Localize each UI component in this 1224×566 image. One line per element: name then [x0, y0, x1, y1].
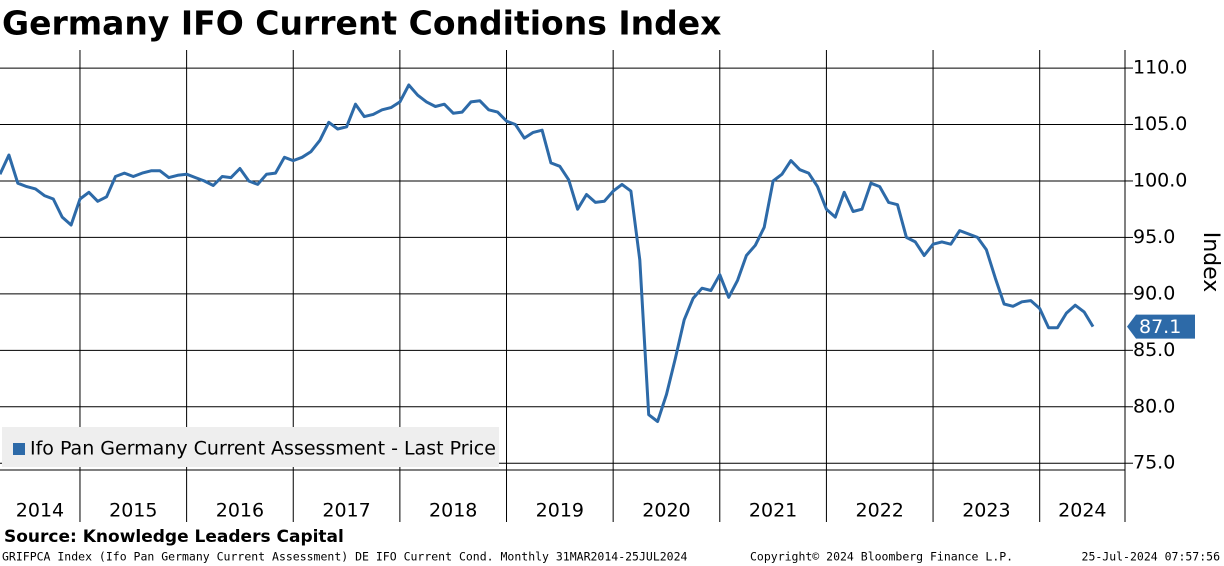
- x-tick-label: 2021: [749, 500, 797, 522]
- source: Source: Knowledge Leaders Capital: [4, 527, 344, 547]
- chart-title: Germany IFO Current Conditions Index: [2, 4, 721, 43]
- last-value-label: 87.1: [1139, 316, 1181, 338]
- y-tick-label: 95.0: [1133, 226, 1175, 248]
- y-tick-label: 75.0: [1133, 452, 1175, 474]
- y-tick-label: 90.0: [1133, 282, 1175, 304]
- legend-swatch: [13, 443, 25, 455]
- x-tick-label: 2014: [16, 500, 64, 522]
- x-tick-label: 2016: [216, 500, 264, 522]
- x-tick-label: 2015: [109, 500, 157, 522]
- footer-right: 25-Jul-2024 07:57:56: [1082, 550, 1221, 564]
- y-axis-label: Index: [1198, 232, 1223, 293]
- x-tick-label: 2018: [429, 500, 477, 522]
- last-value-tag: [1127, 314, 1195, 339]
- y-tick-label: 85.0: [1133, 339, 1175, 361]
- x-tick-label: 2019: [536, 500, 584, 522]
- legend-label: Ifo Pan Germany Current Assessment - Las…: [30, 438, 496, 460]
- x-tick-label: 2022: [856, 500, 904, 522]
- y-tick-label: 110.0: [1133, 57, 1187, 79]
- x-tick-label: 2017: [322, 500, 370, 522]
- x-tick-label: 2024: [1058, 500, 1106, 522]
- data-line: [0, 83, 1095, 423]
- x-tick-label: 2020: [642, 500, 690, 522]
- footer-left: GRIFPCA Index (Ifo Pan Germany Current A…: [2, 550, 688, 564]
- y-tick-label: 100.0: [1133, 169, 1187, 191]
- legend-box: [2, 427, 499, 467]
- x-tick-label: 2023: [962, 500, 1010, 522]
- footer-center: Copyright© 2024 Bloomberg Finance L.P.: [750, 550, 1013, 564]
- y-tick-label: 80.0: [1133, 395, 1175, 417]
- y-tick-label: 105.0: [1133, 113, 1187, 135]
